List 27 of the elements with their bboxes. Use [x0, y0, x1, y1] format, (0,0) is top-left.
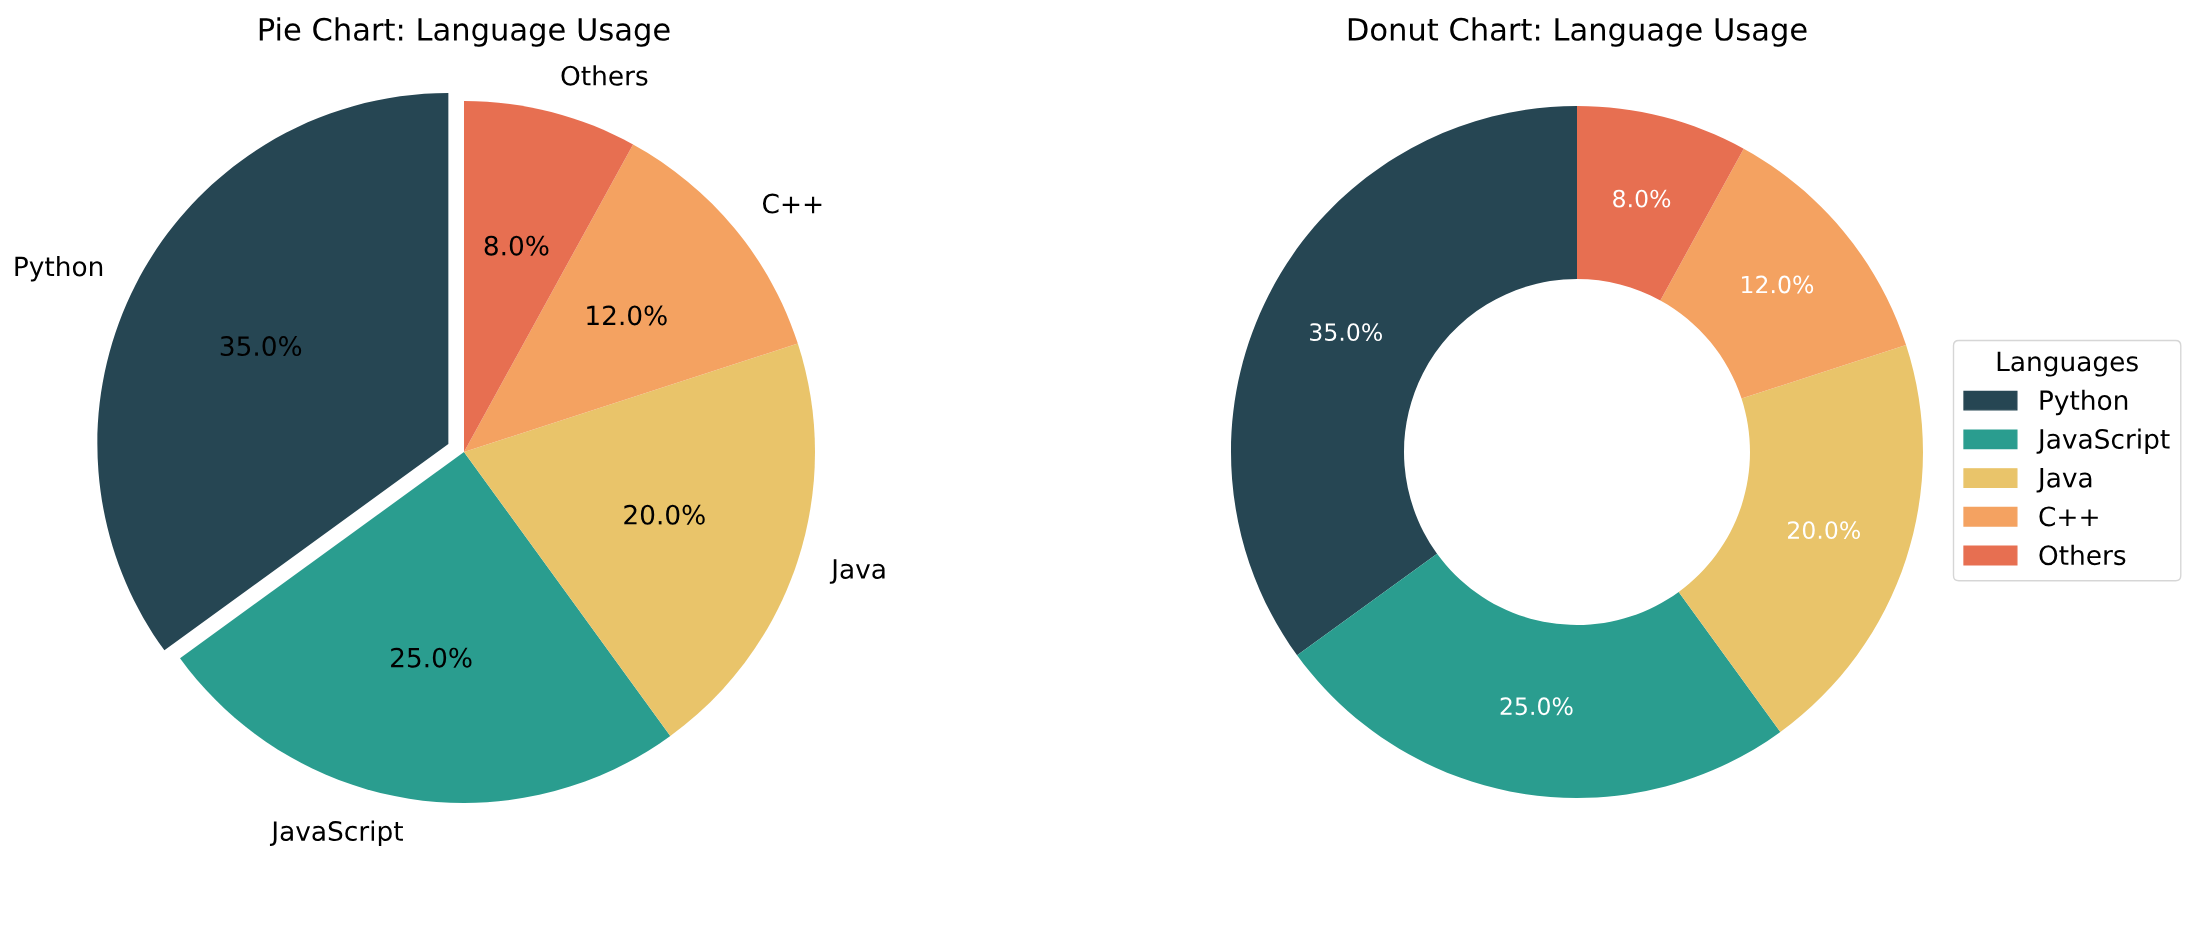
data-label: 25.0% [1500, 697, 1573, 716]
legend-label: C++ [2039, 506, 2098, 527]
donut-slice [1577, 106, 1744, 301]
donut-slice [1231, 106, 1577, 656]
legend-label: Java [2036, 468, 2092, 493]
data-label: 8.0% [1613, 189, 1671, 208]
data-label: 20.0% [624, 504, 705, 525]
slice-label: Others [561, 65, 648, 86]
legend-title: Languages [1997, 351, 2138, 377]
slice-label: Python [15, 255, 103, 282]
data-label: 35.0% [220, 336, 302, 357]
chart-title: Pie Chart: Language Usage [259, 17, 670, 47]
donut-slice [1678, 345, 1923, 732]
data-label: 8.0% [484, 235, 549, 256]
donut-slice [1297, 553, 1781, 798]
data-label: 12.0% [1742, 275, 1814, 294]
data-label: 12.0% [587, 305, 667, 326]
data-label: 25.0% [391, 647, 472, 668]
slice-label: Java [829, 559, 885, 584]
data-label: 20.0% [1788, 521, 1860, 540]
data-label: 35.0% [1310, 323, 1382, 342]
chart-title: Donut Chart: Language Usage [1348, 17, 1807, 47]
slice-label: C++ [762, 193, 822, 214]
legend-label: Python [2040, 389, 2128, 416]
slice-label: JavaScript [269, 820, 403, 847]
legend-label: Others [2039, 544, 2126, 566]
legend-label: JavaScript [2036, 428, 2170, 455]
